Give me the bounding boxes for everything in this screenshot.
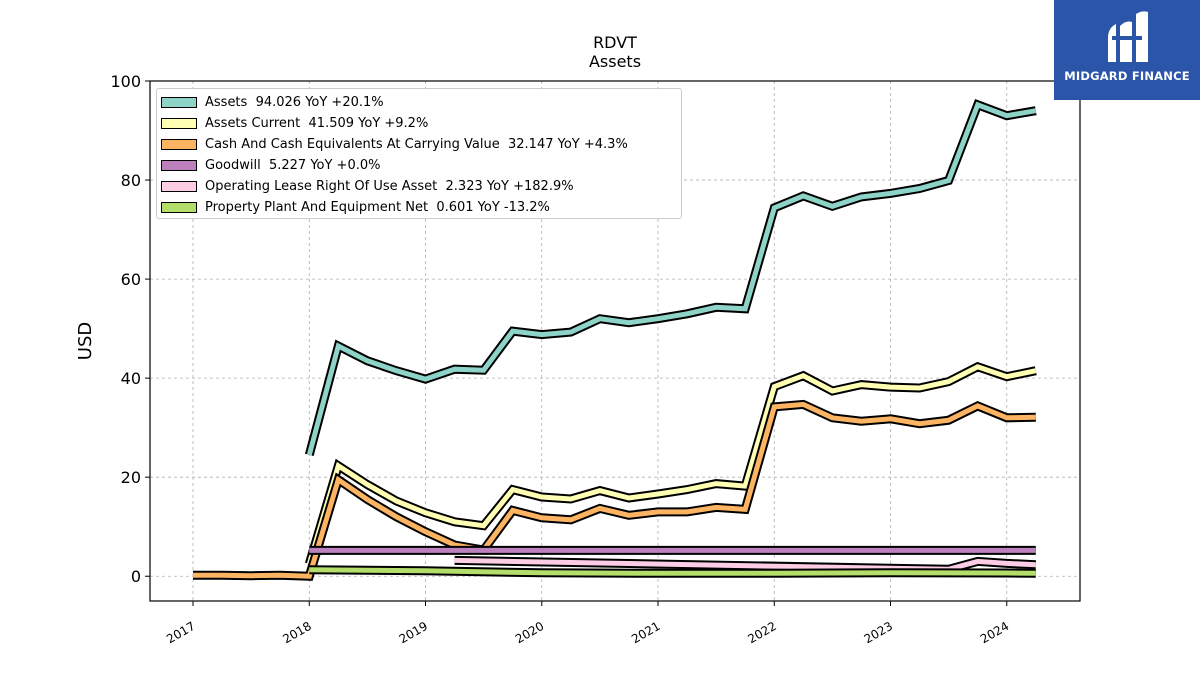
y-tick-label: 60: [121, 270, 141, 289]
legend: Assets 94.026 YoY +20.1% Assets Current 4…: [156, 88, 682, 219]
y-tick-label: 40: [121, 369, 141, 388]
series-line: [193, 401, 1036, 579]
y-axis-label: USD: [75, 322, 96, 360]
legend-label: Assets Current 41.509 YoY +9.2%: [205, 115, 429, 131]
legend-label: Operating Lease Right Of Use Asset 2.323…: [205, 178, 574, 194]
logo-mark-icon: [1108, 11, 1148, 63]
series-2: [193, 399, 1036, 581]
legend-label: Property Plant And Equipment Net 0.601 Y…: [205, 199, 550, 215]
x-tick-label: 2017: [164, 619, 197, 646]
series-line: [306, 101, 1037, 456]
legend-swatch: [161, 180, 197, 192]
legend-item: Assets 94.026 YoY +20.1%: [161, 92, 384, 112]
y-tick-label: 0: [131, 567, 141, 586]
legend-item: Property Plant And Equipment Net 0.601 Y…: [161, 197, 550, 217]
series-line: [454, 557, 1036, 572]
series-line-outline: [304, 361, 1037, 566]
series-1: [304, 361, 1037, 566]
legend-swatch: [161, 138, 197, 150]
legend-swatch: [161, 96, 197, 108]
series-4: [454, 555, 1037, 574]
x-tick-label: 2020: [513, 619, 546, 646]
plot-frame: [149, 80, 1081, 602]
chart-title: RDVT: [593, 33, 637, 52]
y-tick-label: 100: [110, 72, 141, 91]
x-tick-label: 2021: [629, 619, 662, 646]
series-0: [304, 99, 1037, 457]
y-tick-label: 80: [121, 171, 141, 190]
legend-item: Operating Lease Right Of Use Asset 2.323…: [161, 176, 574, 196]
legend-label: Assets 94.026 YoY +20.1%: [205, 94, 384, 110]
series-line: [306, 364, 1037, 565]
x-tick-label: 2023: [862, 619, 895, 646]
series-group: [193, 99, 1037, 581]
legend-swatch: [161, 159, 197, 171]
legend-item: Cash And Cash Equivalents At Carrying Va…: [161, 134, 628, 154]
legend-item: Goodwill 5.227 YoY +0.0%: [161, 155, 380, 175]
x-tick-label: 2024: [978, 619, 1011, 646]
chart-subtitle: Assets: [589, 52, 641, 71]
logo-text: MIDGARD FINANCE: [1064, 69, 1190, 83]
legend-label: Goodwill 5.227 YoY +0.0%: [205, 157, 381, 173]
legend-label: Cash And Cash Equivalents At Carrying Va…: [205, 136, 628, 152]
x-tick-label: 2022: [745, 619, 778, 646]
x-tick-label: 2018: [280, 619, 313, 646]
legend-item: Assets Current 41.509 YoY +9.2%: [161, 113, 428, 133]
midgard-finance-logo: MIDGARD FINANCE: [1054, 0, 1200, 100]
series-5: [309, 565, 1036, 578]
series-line: [309, 567, 1036, 576]
legend-swatch: [161, 201, 197, 213]
legend-swatch: [161, 117, 197, 129]
x-tick-label: 2019: [397, 619, 430, 646]
y-tick-label: 20: [121, 468, 141, 487]
